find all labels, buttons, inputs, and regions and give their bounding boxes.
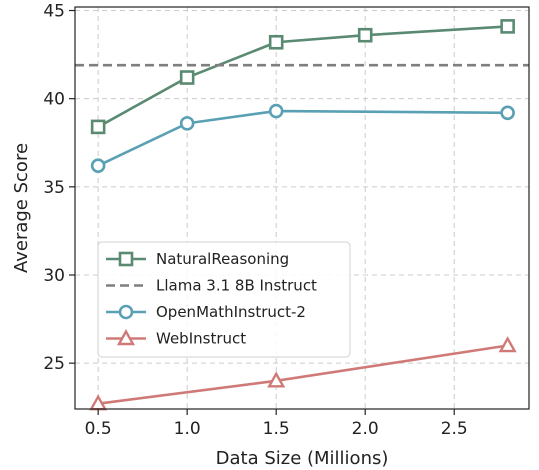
- data-point: [92, 160, 104, 172]
- data-point: [270, 105, 282, 117]
- data-point: [502, 20, 514, 32]
- legend-label: WebInstruct: [156, 330, 246, 348]
- data-point: [92, 121, 104, 133]
- legend-label: OpenMathInstruct-2: [156, 303, 306, 321]
- data-point: [501, 339, 515, 352]
- legend-label: NaturalReasoning: [156, 250, 289, 268]
- data-point: [502, 107, 514, 119]
- axis-ticks: 0.5 1.0 1.5 2.0 2.5 25 30 35 40 45: [43, 2, 467, 439]
- x-axis-label: Data Size (Millions): [216, 448, 389, 469]
- series-openmathinstruct-2: [92, 105, 513, 172]
- legend-item: WebInstruct: [106, 330, 246, 348]
- data-point: [181, 117, 193, 129]
- y-tick-label: 25: [43, 354, 65, 374]
- y-tick-label: 45: [43, 2, 65, 22]
- data-point: [270, 36, 282, 48]
- x-tick-label: 1.5: [263, 419, 290, 439]
- data-point: [359, 29, 371, 41]
- x-tick-label: 1.0: [174, 419, 201, 439]
- y-axis-label: Average Score: [11, 143, 32, 273]
- x-tick-label: 2.5: [441, 419, 468, 439]
- legend: NaturalReasoning Llama 3.1 8B Instruct Ope…: [98, 242, 350, 357]
- x-tick-label: 2.0: [352, 419, 379, 439]
- legend-marker: [120, 253, 132, 265]
- series-naturalreasoning: [92, 20, 513, 133]
- y-tick-label: 35: [43, 178, 65, 198]
- x-tick-label: 0.5: [85, 419, 112, 439]
- series-line: [98, 111, 507, 166]
- y-tick-label: 40: [43, 90, 65, 110]
- legend-label: Llama 3.1 8B Instruct: [156, 277, 317, 295]
- data-point: [181, 72, 193, 84]
- y-tick-label: 30: [43, 266, 65, 286]
- legend-marker: [120, 306, 132, 318]
